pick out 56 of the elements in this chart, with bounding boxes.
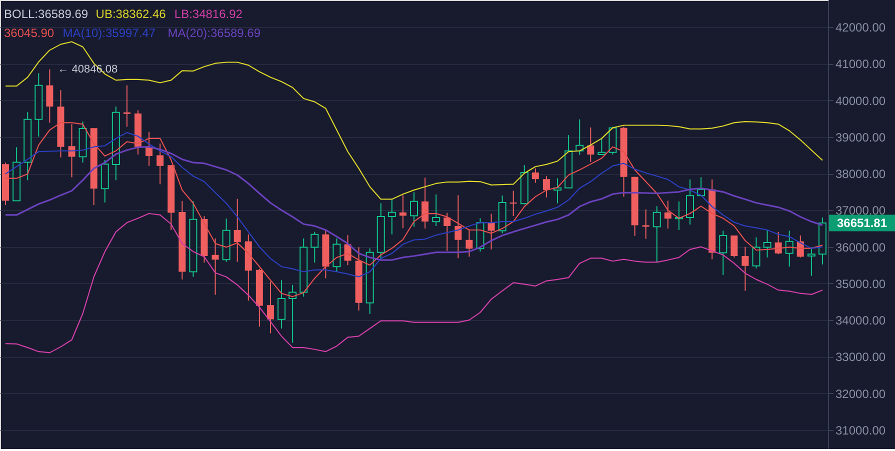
text: 36045.90 [4,26,54,40]
candlestick [432,194,440,226]
y-tick-label: 35000.00 [836,276,886,291]
y-tick-label: 33000.00 [836,350,886,364]
candlestick [719,230,728,276]
y-tick-label: 31000.00 [836,423,886,438]
candlestick [587,126,594,162]
candlestick [642,208,650,240]
y-tick-label: 38000.00 [836,167,886,182]
candlestick [785,230,794,268]
line-series [4,212,824,354]
candlestick [466,228,473,258]
candlestick [444,212,451,252]
candlestick [542,176,550,198]
annotation: BOLL:36589.69 [4,7,88,21]
candlestick [752,236,760,269]
candlestick [410,192,418,228]
candlestick [399,194,406,229]
y-tick-label: 37000.00 [836,204,886,218]
candlestick [332,238,341,272]
candlestick [266,281,274,334]
candlestick [742,246,749,292]
candlestick [123,84,130,128]
candlestick [234,198,241,262]
candlestick [310,231,319,264]
candlestick [807,246,816,276]
candlestick [774,231,782,255]
text: MA(20):36589.69 [168,26,261,40]
text: 36651.81 [836,216,888,230]
text: LB:34816.92 [174,7,243,21]
line-series [4,41,824,200]
candlestick [388,198,396,235]
candlestick [730,234,738,258]
candlestick [156,143,164,185]
text: MA(10):35997.47 [62,26,156,40]
y-tick-label: 32000.00 [836,386,886,401]
candlestick [46,68,54,124]
candlestick [664,200,672,230]
candlestick [488,213,495,250]
candlestick [598,138,606,156]
y-tick-label: 42000.00 [836,20,886,35]
text: UB:38362.46 [96,7,166,21]
candlestick [212,238,219,296]
y-tick-label: 41000.00 [836,57,886,72]
y-tick-label: 36000.00 [836,240,886,254]
candlestick [686,178,694,225]
candlestick [422,177,429,230]
y-tick-label: 40000.00 [836,94,886,108]
candlestick [454,194,462,259]
candlestick [278,280,286,330]
candlestick [510,190,517,217]
candlestick [652,206,661,263]
candlestick [763,229,772,258]
y-tick-label: 34000.00 [836,314,886,328]
y-tick-label: 39000.00 [836,130,886,144]
candlestick [532,168,539,184]
